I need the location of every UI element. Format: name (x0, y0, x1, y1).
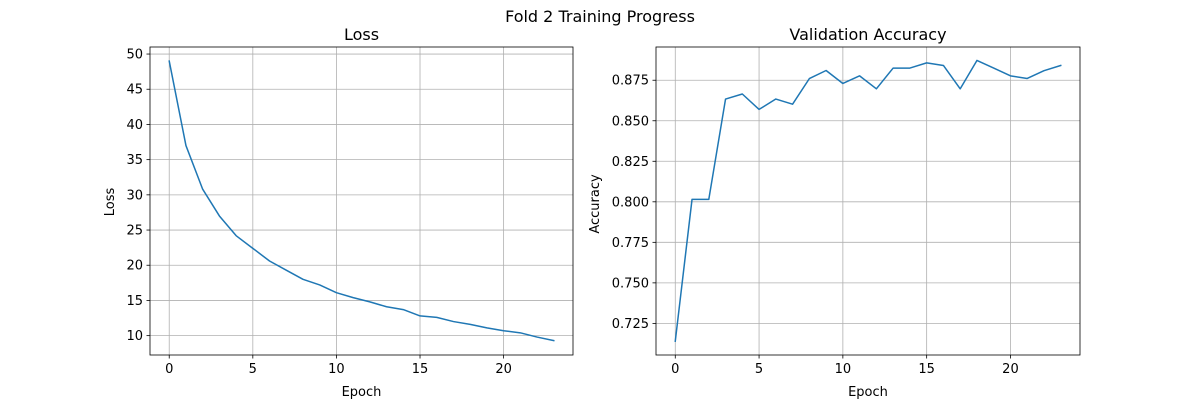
accuracy-chart-ytick-label: 0.775 (612, 236, 649, 251)
loss-chart-ytick-label: 45 (126, 83, 143, 98)
accuracy-chart-series-line (674, 59, 1062, 343)
accuracy-chart-plot-area (655, 46, 1081, 356)
accuracy-chart-ytick-label: 0.800 (612, 195, 649, 210)
accuracy-chart-xtick-label: 5 (755, 362, 763, 377)
loss-chart-ytick-label: 20 (126, 259, 143, 274)
accuracy-chart-ytick-label: 0.750 (612, 276, 649, 291)
accuracy-chart-ytick-label: 0.875 (612, 74, 649, 89)
loss-chart-ytick-label: 25 (126, 224, 143, 239)
loss-chart-xtick-label: 20 (495, 362, 512, 377)
accuracy-chart-xtick-label: 10 (835, 362, 852, 377)
loss-chart-ytick-label: 15 (126, 294, 143, 309)
loss-chart-plot-area (149, 46, 574, 356)
accuracy-chart-ytick-label: 0.825 (612, 155, 649, 170)
loss-chart-ytick-label: 30 (126, 188, 143, 203)
loss-chart-ytick-label: 35 (126, 153, 143, 168)
loss-chart-title: Loss (344, 25, 379, 44)
figure-suptitle: Fold 2 Training Progress (505, 7, 695, 26)
accuracy-chart-title: Validation Accuracy (789, 25, 946, 44)
loss-chart-xtick-label: 10 (328, 362, 345, 377)
loss-chart-series-line (168, 60, 555, 342)
loss-chart: Loss Epoch Loss 0 5 10 15 20 10 15 20 25 30 35 40 45… (103, 25, 574, 400)
accuracy-chart-ytick-label: 0.725 (612, 317, 649, 332)
loss-chart-xtick-label: 0 (165, 362, 173, 377)
accuracy-chart-xtick-label: 0 (671, 362, 679, 377)
accuracy-chart-xlabel: Epoch (848, 385, 888, 400)
accuracy-chart-xtick-label: 15 (918, 362, 935, 377)
accuracy-chart-ylabel: Accuracy (588, 174, 603, 234)
loss-chart-ytick-label: 10 (126, 329, 143, 344)
loss-chart-ylabel: Loss (103, 188, 118, 217)
accuracy-chart: Validation Accuracy Epoch Accuracy 0 5 10 1… (588, 25, 1081, 400)
loss-chart-ytick-label: 50 (126, 48, 143, 63)
loss-chart-ytick-label: 40 (126, 118, 143, 133)
loss-chart-xtick-label: 5 (249, 362, 257, 377)
loss-chart-xtick-label: 15 (412, 362, 429, 377)
accuracy-chart-ytick-label: 0.850 (612, 114, 649, 129)
accuracy-chart-xtick-label: 20 (1002, 362, 1019, 377)
loss-chart-xlabel: Epoch (342, 385, 382, 400)
